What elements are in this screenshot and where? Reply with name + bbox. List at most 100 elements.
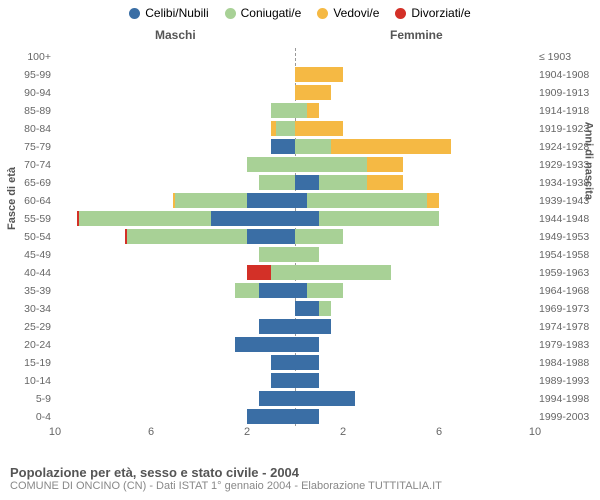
bar-segment [127, 229, 247, 244]
legend-label: Divorziati/e [411, 6, 470, 20]
birth-label: 1904-1908 [539, 69, 595, 81]
bar-male [77, 211, 295, 226]
bar-segment [259, 391, 295, 406]
legend-dot [317, 8, 328, 19]
legend-dot [225, 8, 236, 19]
birth-label: 1969-1973 [539, 303, 595, 315]
bar-segment [295, 157, 367, 172]
bar-male [235, 283, 295, 298]
birth-label: ≤ 1903 [539, 51, 595, 63]
bar-male [125, 229, 295, 244]
birth-label: 1964-1968 [539, 285, 595, 297]
bar-female [295, 319, 331, 334]
birth-label: 1909-1913 [539, 87, 595, 99]
bar-female [295, 355, 319, 370]
bar-segment [271, 355, 295, 370]
bar-segment [307, 283, 343, 298]
age-row: 45-491954-1958 [55, 246, 535, 264]
bar-segment [235, 283, 259, 298]
bar-male [271, 139, 295, 154]
bar-segment [247, 229, 295, 244]
bar-female [295, 409, 319, 424]
bar-segment [247, 265, 271, 280]
x-tick: 6 [148, 426, 154, 438]
x-axis: 10622610 [55, 426, 535, 442]
bar-segment [319, 175, 367, 190]
age-label: 40-44 [13, 267, 51, 279]
age-label: 85-89 [13, 105, 51, 117]
bar-segment [295, 319, 331, 334]
bar-segment [307, 193, 427, 208]
bar-segment [295, 139, 331, 154]
age-label: 90-94 [13, 87, 51, 99]
age-label: 70-74 [13, 159, 51, 171]
age-row: 30-341969-1973 [55, 300, 535, 318]
age-label: 5-9 [13, 393, 51, 405]
bar-segment [319, 211, 439, 226]
age-row: 40-441959-1963 [55, 264, 535, 282]
bar-segment [295, 373, 319, 388]
bar-female [295, 391, 355, 406]
bar-segment [211, 211, 295, 226]
age-label: 10-14 [13, 375, 51, 387]
age-row: 80-841919-1923 [55, 120, 535, 138]
bar-female [295, 247, 319, 262]
birth-label: 1954-1958 [539, 249, 595, 261]
birth-label: 1984-1988 [539, 357, 595, 369]
bar-segment [295, 283, 307, 298]
bar-segment [271, 373, 295, 388]
header-male: Maschi [155, 28, 196, 42]
bar-segment [247, 157, 295, 172]
age-row: 15-191984-1988 [55, 354, 535, 372]
bar-segment [271, 265, 295, 280]
bar-female [295, 103, 319, 118]
bar-male [259, 247, 295, 262]
legend-item: Celibi/Nubili [129, 6, 208, 20]
legend-label: Vedovi/e [333, 6, 379, 20]
bar-segment [295, 193, 307, 208]
birth-label: 1974-1978 [539, 321, 595, 333]
bar-segment [295, 211, 319, 226]
bar-segment [259, 319, 295, 334]
birth-label: 1994-1998 [539, 393, 595, 405]
birth-label: 1924-1928 [539, 141, 595, 153]
age-label: 55-59 [13, 213, 51, 225]
bar-male [259, 391, 295, 406]
bar-segment [79, 211, 211, 226]
age-label: 0-4 [13, 411, 51, 423]
bar-segment [367, 175, 403, 190]
legend-label: Coniugati/e [241, 6, 302, 20]
birth-label: 1929-1933 [539, 159, 595, 171]
bar-segment [259, 283, 295, 298]
age-row: 50-541949-1953 [55, 228, 535, 246]
legend: Celibi/Nubili Coniugati/e Vedovi/e Divorzia… [0, 0, 600, 20]
bar-segment [295, 85, 331, 100]
age-row: 75-791924-1928 [55, 138, 535, 156]
age-row: 70-741929-1933 [55, 156, 535, 174]
x-tick: 2 [244, 426, 250, 438]
age-label: 60-64 [13, 195, 51, 207]
x-tick: 10 [49, 426, 61, 438]
age-label: 30-34 [13, 303, 51, 315]
age-row: 25-291974-1978 [55, 318, 535, 336]
bar-female [295, 283, 343, 298]
bar-male [247, 409, 295, 424]
bar-segment [295, 265, 391, 280]
bar-segment [247, 409, 295, 424]
age-label: 100+ [13, 51, 51, 63]
bar-segment [295, 229, 343, 244]
age-row: 0-41999-2003 [55, 408, 535, 426]
legend-item: Divorziati/e [395, 6, 470, 20]
bar-segment [295, 247, 319, 262]
bar-segment [295, 301, 319, 316]
bar-segment [295, 67, 343, 82]
age-label: 45-49 [13, 249, 51, 261]
birth-label: 1989-1993 [539, 375, 595, 387]
birth-label: 1939-1943 [539, 195, 595, 207]
age-label: 75-79 [13, 141, 51, 153]
x-tick: 2 [340, 426, 346, 438]
bar-segment [367, 157, 403, 172]
bar-segment [295, 355, 319, 370]
bar-segment [295, 409, 319, 424]
footer-title: Popolazione per età, sesso e stato civil… [10, 465, 442, 480]
